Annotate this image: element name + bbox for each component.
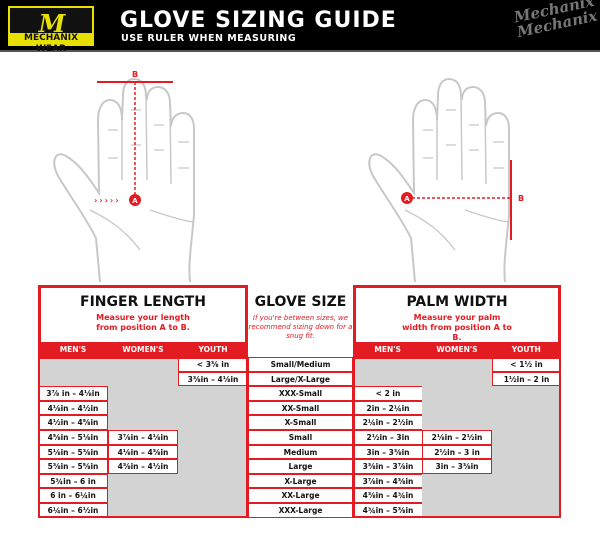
- glove-size-cell: X-Small: [248, 415, 353, 430]
- empty-cell: [178, 503, 248, 518]
- glove-size-header: GLOVE SIZE If you're between sizes, we r…: [248, 294, 353, 340]
- empty-cell: [492, 488, 561, 503]
- palm-width-cell: 2½in – 3 in: [422, 444, 492, 460]
- empty-cell: [38, 371, 108, 387]
- palm-width-cell: 2in – 2¼in: [353, 400, 423, 416]
- hand-diagrams: B ››››› A A B: [53, 70, 524, 283]
- empty-cell: [108, 488, 178, 503]
- palm-width-columns: MEN'S WOMEN'S YOUTH: [353, 342, 561, 357]
- mechanix-logo: M MECHANIX WEAR: [8, 6, 94, 54]
- empty-cell: [38, 357, 108, 372]
- finger-length-cell: 5⅜in – 5⅝in: [38, 459, 108, 474]
- left-hand: B ››››› A: [53, 70, 196, 283]
- glove-size-cell: XX-Small: [248, 400, 353, 416]
- empty-cell: [492, 400, 561, 416]
- palm-width-cell: 3⅞in – 4⅜in: [353, 473, 423, 489]
- glove-size-cell: Medium: [248, 444, 353, 460]
- glove-size-cell: XXX-Large: [248, 503, 353, 518]
- empty-cell: [178, 430, 248, 445]
- glove-size-cell: Large: [248, 459, 353, 474]
- empty-cell: [492, 503, 561, 518]
- finger-length-cell: 4⅜in – 4½in: [108, 459, 178, 474]
- empty-cell: [108, 371, 178, 387]
- finger-length-cell: 5¾in – 6 in: [38, 473, 108, 489]
- empty-cell: [178, 459, 248, 474]
- empty-cell: [108, 503, 178, 518]
- finger-length-cell: 6 in – 6¼in: [38, 488, 108, 503]
- point-b-label: B: [132, 70, 138, 79]
- empty-cell: [178, 415, 248, 430]
- header: M MECHANIX WEAR GLOVE SIZING GUIDE USE R…: [0, 0, 600, 54]
- point-b-label: B: [518, 194, 524, 203]
- empty-cell: [492, 444, 561, 460]
- page-subtitle: USE RULER WHEN MEASURING: [121, 33, 297, 44]
- finger-length-cell: 4⅛in – 4½in: [38, 400, 108, 416]
- empty-cell: [422, 400, 492, 416]
- empty-cell: [108, 400, 178, 416]
- glove-size-cell: XXX-Small: [248, 386, 353, 401]
- empty-cell: [178, 400, 248, 416]
- right-hand: A B: [368, 78, 524, 283]
- glove-size-cell: Small: [248, 430, 353, 445]
- palm-width-cell: 2½in – 3in: [353, 430, 423, 445]
- point-a-label: A: [132, 197, 138, 205]
- glove-size-cell: XX-Large: [248, 488, 353, 503]
- palm-width-cell: < 1½ in: [492, 357, 561, 372]
- empty-cell: [422, 488, 492, 503]
- glove-size-cell: X-Large: [248, 473, 353, 489]
- svg-text:›››››: ›››››: [94, 196, 120, 205]
- palm-width-cell: 3in – 3⅜in: [353, 444, 423, 460]
- empty-cell: [422, 357, 492, 372]
- point-a-label: A: [404, 195, 410, 203]
- empty-cell: [422, 415, 492, 430]
- palm-width-cell: 2¼in – 2½in: [353, 415, 423, 430]
- empty-cell: [422, 386, 492, 401]
- palm-width-cell: 1½in – 2 in: [492, 371, 561, 387]
- palm-width-cell: 3in – 3⅜in: [422, 459, 492, 474]
- empty-cell: [108, 415, 178, 430]
- watermark-logo: Mechanix Mechanix: [511, 0, 599, 42]
- palm-width-cell: 4¾in – 5⅜in: [353, 503, 423, 518]
- empty-cell: [492, 459, 561, 474]
- empty-cell: [108, 386, 178, 401]
- finger-length-cell: 3⅞in – 4⅛in: [108, 430, 178, 445]
- empty-cell: [492, 473, 561, 489]
- finger-length-cell: 3⅞ in – 4⅛in: [38, 386, 108, 401]
- empty-cell: [108, 357, 178, 372]
- palm-width-cell: 4⅜in – 4¾in: [353, 488, 423, 503]
- finger-length-cell: 4⅝in – 5⅛in: [38, 430, 108, 445]
- empty-cell: [492, 415, 561, 430]
- page-title: GLOVE SIZING GUIDE: [120, 8, 397, 33]
- finger-length-columns: MEN'S WOMEN'S YOUTH: [38, 342, 248, 357]
- empty-cell: [492, 386, 561, 401]
- empty-cell: [353, 357, 423, 372]
- empty-cell: [108, 473, 178, 489]
- empty-cell: [178, 444, 248, 460]
- finger-length-cell: 4½in – 4⅝in: [38, 415, 108, 430]
- empty-cell: [422, 503, 492, 518]
- palm-width-cell: 3⅜in – 3⅞in: [353, 459, 423, 474]
- empty-cell: [492, 430, 561, 445]
- empty-cell: [422, 473, 492, 489]
- glove-size-cell: Small/Medium: [248, 357, 353, 372]
- empty-cell: [353, 371, 423, 387]
- empty-cell: [178, 488, 248, 503]
- finger-length-cell: 5⅛in – 5⅜in: [38, 444, 108, 460]
- empty-cell: [178, 473, 248, 489]
- palm-width-header: PALM WIDTH Measure your palm width from …: [353, 285, 561, 345]
- finger-length-cell: 4⅛in – 4⅜in: [108, 444, 178, 460]
- finger-length-cell: 6¼in – 6½in: [38, 503, 108, 518]
- glove-size-cell: Large/X-Large: [248, 371, 353, 387]
- finger-length-cell: 3⅜in – 4⅛in: [178, 371, 248, 387]
- empty-cell: [422, 371, 492, 387]
- finger-length-cell: < 3⅜ in: [178, 357, 248, 372]
- finger-length-header: FINGER LENGTH Measure your length from p…: [38, 285, 248, 345]
- palm-width-cell: 2⅛in – 2½in: [422, 430, 492, 445]
- empty-cell: [178, 386, 248, 401]
- palm-width-cell: < 2 in: [353, 386, 423, 401]
